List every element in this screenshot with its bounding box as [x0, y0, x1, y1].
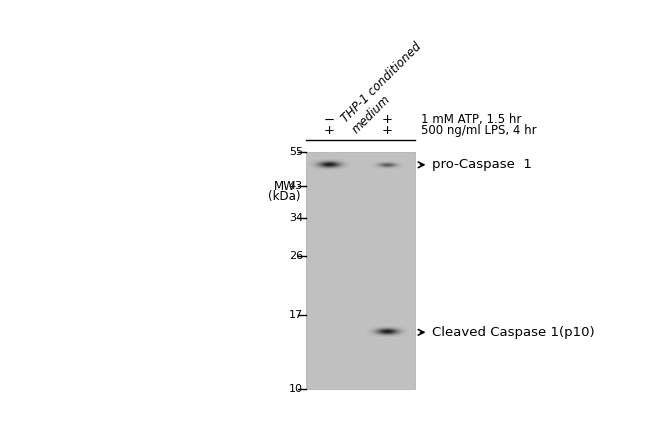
- Text: 55: 55: [289, 146, 303, 156]
- Text: 43: 43: [289, 181, 303, 191]
- Text: +: +: [324, 124, 335, 137]
- Text: 26: 26: [289, 251, 303, 261]
- Text: +: +: [382, 124, 393, 137]
- Text: 500 ng/ml LPS, 4 hr: 500 ng/ml LPS, 4 hr: [421, 124, 536, 137]
- Bar: [306, 151, 415, 389]
- Text: +: +: [382, 113, 393, 126]
- Text: (kDa): (kDa): [268, 190, 300, 203]
- Text: 34: 34: [289, 213, 303, 224]
- Text: pro-Caspase  1: pro-Caspase 1: [432, 158, 532, 171]
- Text: Cleaved Caspase 1(p10): Cleaved Caspase 1(p10): [432, 326, 594, 339]
- Text: 17: 17: [289, 310, 303, 320]
- Text: MW: MW: [274, 180, 295, 193]
- Text: THP-1 conditioned
medium: THP-1 conditioned medium: [339, 40, 434, 136]
- Text: −: −: [324, 113, 335, 126]
- Text: 10: 10: [289, 383, 303, 394]
- Text: 1 mM ATP, 1.5 hr: 1 mM ATP, 1.5 hr: [421, 113, 521, 126]
